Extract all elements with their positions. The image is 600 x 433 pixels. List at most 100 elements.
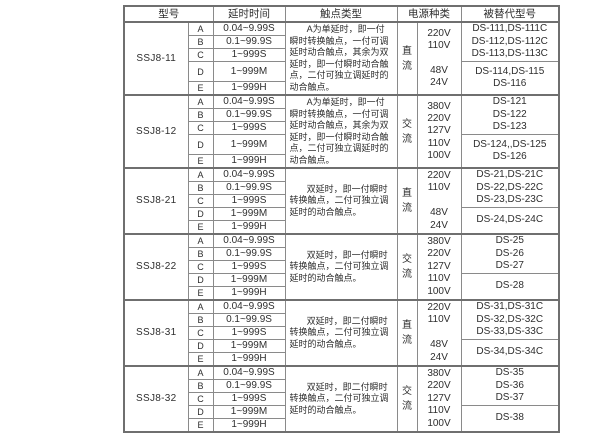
voltage-line [418, 52, 460, 64]
voltage-line: 220V [427, 170, 451, 182]
spec-row: SSJ8-22 A 0.04~9.99S 双延时，即一付瞬时转换触点，二付可独立调延时… [123, 233, 560, 301]
voltage-line: 24V [430, 219, 448, 231]
replaced-model-line: DS-113,DS-113C [471, 48, 548, 60]
voltage-line: 220V [427, 302, 451, 314]
letter-cell: A [187, 299, 214, 314]
contact-text: 双延时，即一付瞬时转换触点，二付可独立调延时的动合触点。 [289, 183, 389, 217]
header-row: 型号 延时时间 触点类型 电源种类 被替代型号 [123, 5, 560, 23]
voltage-line: 220V [427, 112, 451, 124]
voltage-line: 48V [430, 339, 448, 351]
voltage-line: 48V [430, 207, 448, 219]
delay-cell: 0.1~99.9S [212, 247, 286, 261]
col-header-power: 电源种类 [396, 5, 462, 23]
spec-row: C 1~999S [124, 260, 559, 274]
spec-row: C 1~999S [124, 121, 559, 135]
letter-cell: C [187, 260, 214, 274]
replaced-models-cell: DS-31,DS-31C DS-32,DS-32C DS-33,DS-33C [460, 299, 560, 340]
delay-cell: 1~999H [212, 418, 286, 433]
replaced-model-line: DS-24,DS-24C [476, 214, 544, 226]
letter-cell: C [187, 121, 214, 135]
relay-spec-table: 型号 延时时间 触点类型 电源种类 被替代型号 SSJ8-11 A 0.04~9.9… [123, 5, 560, 433]
voltage-line: 220V [427, 380, 451, 392]
contact-cell: A为单延时，即一付瞬时转换触点，一付可调延时动合触点，其余为双延时，即一付瞬时动… [284, 21, 398, 96]
letter-cell: B [187, 35, 214, 49]
contact-cell: 双延时，即二付瞬时转换触点，二付可独立调延时的动合触点。 [284, 365, 398, 433]
voltage-line: 48V [430, 64, 448, 76]
replaced-models-cell: DS-114,DS-115 DS-116 [460, 61, 560, 96]
delay-cell: 0.04~9.99S [212, 299, 286, 314]
letter-cell: E [187, 286, 214, 301]
model-cell: SSJ8-21 [123, 167, 189, 235]
letter-cell: B [187, 181, 214, 195]
spec-row: B 0.1~99.9S [124, 108, 559, 122]
replaced-model-line: DS-124,,DS-125 [473, 138, 547, 150]
model-cell: SSJ8-31 [123, 299, 189, 367]
letter-cell: D [187, 273, 214, 287]
delay-cell: 1~999H [212, 81, 286, 96]
delay-cell: 1~999S [212, 194, 286, 208]
voltage-line: 100V [427, 417, 451, 429]
delay-cell: 1~999H [212, 286, 286, 301]
letter-cell: C [187, 48, 214, 62]
delay-cell: 1~999H [212, 352, 286, 367]
replaced-model-line: DS-26 [495, 247, 524, 259]
letter-cell: E [187, 81, 214, 96]
delay-cell: 0.04~9.99S [212, 21, 286, 36]
voltage-line: 110V [427, 137, 451, 149]
replaced-model-line: DS-23,DS-23C [476, 194, 544, 206]
contact-text: A为单延时，即一付瞬时转换触点，一付可调延时动合触点，其余为双延时，即一付瞬时动… [289, 24, 389, 92]
voltage-cell: 220V 110V 48V 24V [416, 21, 462, 96]
voltage-line: 110V [427, 405, 451, 417]
voltage-line: 127V [427, 392, 451, 404]
delay-cell: 0.1~99.9S [212, 108, 286, 122]
spec-row: B 0.1~99.9S [124, 247, 559, 261]
voltage-cell: 220V 110V 48V 24V [416, 299, 462, 367]
replaced-model-line: DS-122 [492, 108, 527, 120]
delay-cell: 1~999H [212, 220, 286, 235]
replaced-model-line: DS-37 [495, 392, 524, 404]
power-type-cell: 交流 [396, 94, 418, 169]
replaced-models-cell: DS-28 [460, 273, 560, 301]
voltage-line: 220V [427, 248, 451, 260]
voltage-line: 24V [430, 77, 448, 89]
contact-cell: 双延时，即二付瞬时转换触点，二付可独立调延时的动合触点。 [284, 299, 398, 367]
delay-cell: 1~999H [212, 154, 286, 169]
voltage-line [418, 327, 460, 339]
letter-cell: D [187, 207, 214, 221]
model-cell: SSJ8-22 [123, 233, 189, 301]
replaced-model-line: DS-116 [493, 78, 527, 89]
spec-row: SSJ8-21 A 0.04~9.99S 双延时，即一付瞬时转换触点，二付可独立调延时… [123, 167, 560, 235]
replaced-model-line: DS-32,DS-32C [476, 313, 544, 325]
replaced-model-line: DS-35 [495, 367, 524, 379]
delay-cell: 1~999S [212, 48, 286, 62]
delay-cell: 1~999S [212, 326, 286, 340]
delay-cell: 1~999S [212, 392, 286, 406]
contact-text: 双延时，即二付瞬时转换触点，二付可独立调延时的动合触点。 [289, 315, 389, 349]
delay-cell: 0.04~9.99S [212, 167, 286, 182]
replaced-models-cell: DS-111,DS-111C DS-112,DS-112C DS-113,DS-11… [460, 21, 560, 62]
spec-row: D 1~999M DS-114,DS-115 DS-116 [124, 61, 560, 96]
letter-cell: E [187, 352, 214, 367]
voltage-cell: 220V 110V 48V 24V [416, 167, 462, 235]
replaced-models-cell: DS-35 DS-36 DS-37 [460, 365, 560, 406]
delay-cell: 0.04~9.99S [212, 365, 286, 380]
voltage-line: 100V [427, 150, 451, 162]
replaced-model-line: DS-28 [495, 280, 524, 292]
letter-cell: A [187, 21, 214, 36]
replaced-model-line: DS-123 [492, 121, 527, 133]
replaced-model-line: DS-27 [495, 260, 524, 272]
letter-cell: D [187, 61, 214, 82]
voltage-line: 380V [427, 236, 451, 248]
power-type-cell: 直流 [396, 299, 418, 367]
spec-row: C 1~999S [124, 48, 559, 62]
delay-cell: 1~999M [212, 273, 286, 287]
delay-cell: 1~999M [212, 134, 286, 155]
delay-cell: 0.1~99.9S [212, 181, 286, 195]
col-header-delay: 延时时间 [212, 5, 286, 23]
voltage-cell: 380V 220V 127V 110V 100V [416, 365, 462, 433]
letter-cell: A [187, 94, 214, 109]
contact-cell: 双延时，即一付瞬时转换触点，二付可独立调延时的动合触点。 [284, 167, 398, 235]
voltage-line: 110V [427, 273, 451, 285]
letter-cell: E [187, 418, 214, 433]
contact-text: A为单延时，即一付瞬时转换触点，一付可调延时动合触点，其余为双延时，即一付瞬时动… [289, 97, 389, 165]
